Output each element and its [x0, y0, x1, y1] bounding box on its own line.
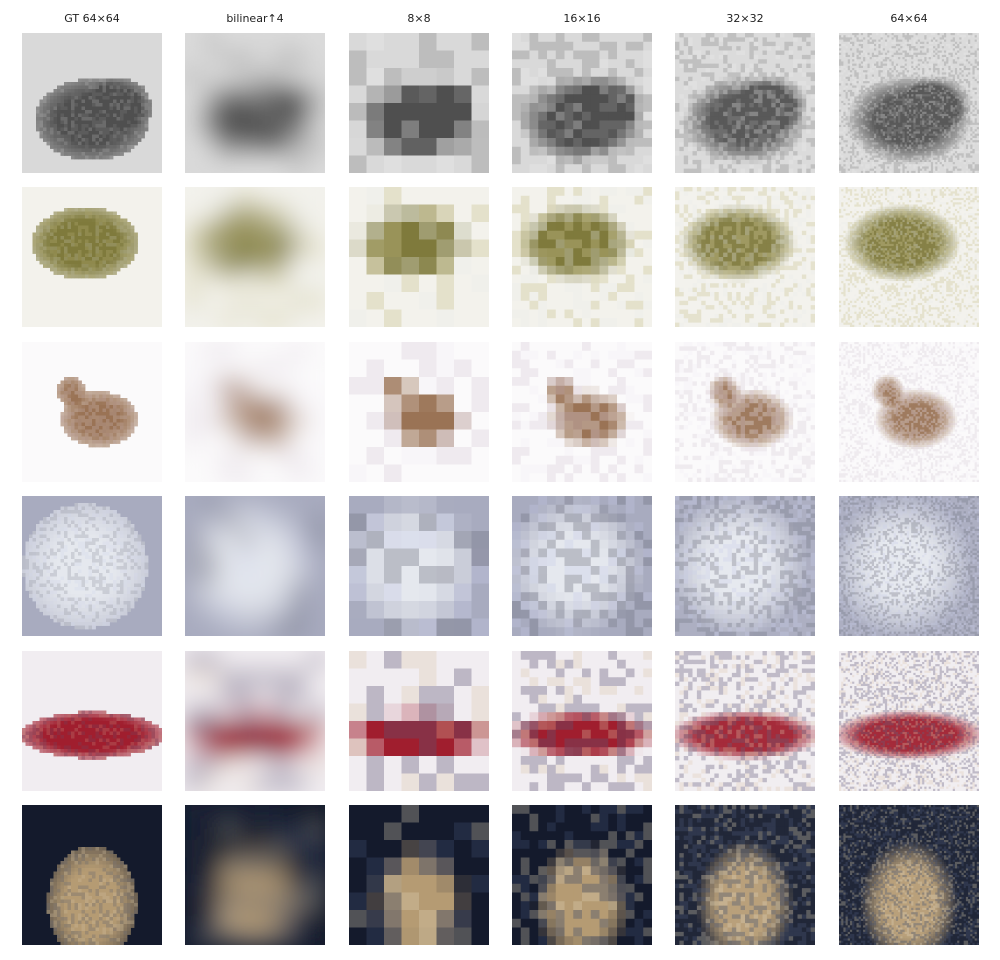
tile-image — [675, 33, 815, 173]
tile-image — [839, 496, 979, 636]
tile-image — [22, 651, 162, 791]
tile-image — [675, 187, 815, 327]
tile-image — [512, 805, 652, 945]
tile-image — [839, 187, 979, 327]
tile-image — [185, 342, 325, 482]
tile-image — [675, 342, 815, 482]
tile-dog-32x32 — [675, 342, 815, 482]
column-title-8x8: 8×8 — [349, 12, 489, 26]
tile-image — [349, 342, 489, 482]
tile-image — [22, 187, 162, 327]
tile-horse-8x8 — [349, 496, 489, 636]
tile-image — [22, 33, 162, 173]
tile-car-8x8 — [349, 651, 489, 791]
tile-dog-16x16 — [512, 342, 652, 482]
tile-image — [349, 187, 489, 327]
column-title-bilinear: bilinear↑4 — [185, 12, 325, 26]
tile-image — [185, 187, 325, 327]
tile-dog-gt — [22, 342, 162, 482]
tile-image — [185, 805, 325, 945]
tile-horse-gt — [22, 496, 162, 636]
tile-horse-32x32 — [675, 496, 815, 636]
tile-frog-16x16 — [512, 187, 652, 327]
tile-car-64x64 — [839, 651, 979, 791]
tile-ship-gt — [22, 33, 162, 173]
tile-frog-dark-16x16 — [512, 805, 652, 945]
tile-image — [185, 651, 325, 791]
tile-image — [185, 33, 325, 173]
tile-frog-dark-8x8 — [349, 805, 489, 945]
tile-image — [839, 33, 979, 173]
tile-car-gt — [22, 651, 162, 791]
tile-image — [512, 496, 652, 636]
tile-ship-8x8 — [349, 33, 489, 173]
tile-image — [22, 805, 162, 945]
tile-image — [512, 342, 652, 482]
tile-frog-gt — [22, 187, 162, 327]
tile-image — [349, 33, 489, 173]
tile-frog-8x8 — [349, 187, 489, 327]
tile-image — [839, 651, 979, 791]
tile-frog-dark-gt — [22, 805, 162, 945]
tile-image — [22, 496, 162, 636]
tile-frog-dark-32x32 — [675, 805, 815, 945]
tile-image — [675, 651, 815, 791]
tile-horse-64x64 — [839, 496, 979, 636]
tile-image — [22, 342, 162, 482]
tile-ship-64x64 — [839, 33, 979, 173]
tile-image — [675, 496, 815, 636]
column-title-32x32: 32×32 — [675, 12, 815, 26]
tile-image — [349, 805, 489, 945]
tile-frog-dark-bilinear — [185, 805, 325, 945]
tile-ship-bilinear — [185, 33, 325, 173]
tile-frog-bilinear — [185, 187, 325, 327]
tile-image — [349, 496, 489, 636]
tile-car-32x32 — [675, 651, 815, 791]
tile-dog-64x64 — [839, 342, 979, 482]
tile-image — [512, 187, 652, 327]
tile-frog-dark-64x64 — [839, 805, 979, 945]
tile-dog-bilinear — [185, 342, 325, 482]
tile-image — [512, 651, 652, 791]
tile-image — [185, 496, 325, 636]
tile-image — [349, 651, 489, 791]
tile-horse-bilinear — [185, 496, 325, 636]
tile-car-16x16 — [512, 651, 652, 791]
tile-frog-32x32 — [675, 187, 815, 327]
tile-car-bilinear — [185, 651, 325, 791]
tile-ship-16x16 — [512, 33, 652, 173]
tile-image — [512, 33, 652, 173]
tile-frog-64x64 — [839, 187, 979, 327]
column-title-gt: GT 64×64 — [22, 12, 162, 26]
column-title-16x16: 16×16 — [512, 12, 652, 26]
tile-image — [839, 342, 979, 482]
tile-horse-16x16 — [512, 496, 652, 636]
column-title-64x64: 64×64 — [839, 12, 979, 26]
tile-image — [839, 805, 979, 945]
tile-image — [675, 805, 815, 945]
tile-dog-8x8 — [349, 342, 489, 482]
tile-ship-32x32 — [675, 33, 815, 173]
